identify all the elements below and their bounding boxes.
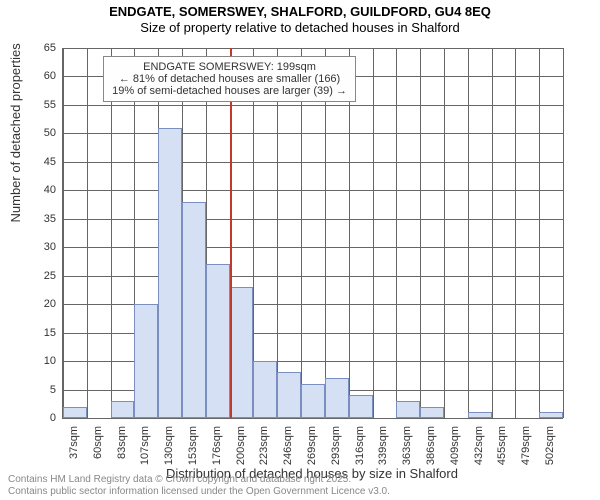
gridline-v — [396, 48, 397, 418]
x-tick-label: 107sqm — [139, 426, 151, 465]
footer-line-2: Contains public sector information licen… — [8, 486, 390, 498]
reference-line — [230, 48, 232, 418]
histogram-bar — [158, 128, 182, 418]
x-tick-label: 60sqm — [92, 426, 104, 459]
y-tick-label: 65 — [0, 42, 56, 54]
histogram-bar — [539, 412, 563, 418]
x-tick-label: 432sqm — [473, 426, 485, 465]
footer-line-1: Contains HM Land Registry data © Crown c… — [8, 474, 390, 486]
x-tick-label: 386sqm — [425, 426, 437, 465]
gridline-h — [63, 219, 563, 220]
gridline-v — [563, 48, 564, 418]
x-tick-label: 363sqm — [401, 426, 413, 465]
gridline-v — [420, 48, 421, 418]
gridline-v — [63, 48, 64, 418]
histogram-bar — [206, 264, 230, 418]
histogram-bar — [396, 401, 420, 418]
annot-line-2: ← 81% of detached houses are smaller (16… — [112, 73, 347, 85]
y-tick-label: 15 — [0, 327, 56, 339]
x-tick-label: 83sqm — [116, 426, 128, 459]
gridline-v — [325, 48, 326, 418]
x-tick-label: 37sqm — [68, 426, 80, 459]
histogram-bar — [230, 287, 254, 418]
y-tick-label: 35 — [0, 213, 56, 225]
title-line-1: ENDGATE, SOMERSWEY, SHALFORD, GUILDFORD,… — [0, 4, 600, 20]
gridline-v — [301, 48, 302, 418]
annot-line-1: ENDGATE SOMERSWEY: 199sqm — [112, 61, 347, 73]
title-line-2: Size of property relative to detached ho… — [0, 20, 600, 36]
plot-area: ENDGATE SOMERSWEY: 199sqm ← 81% of detac… — [62, 48, 563, 419]
annot-line-3: 19% of semi-detached houses are larger (… — [112, 85, 347, 97]
gridline-h — [63, 105, 563, 106]
x-tick-label: 479sqm — [520, 426, 532, 465]
histogram-bar — [349, 395, 373, 418]
histogram-bar — [134, 304, 158, 418]
y-tick-label: 5 — [0, 384, 56, 396]
gridline-h — [63, 48, 563, 49]
x-tick-label: 130sqm — [163, 426, 175, 465]
gridline-v — [349, 48, 350, 418]
histogram-bar — [420, 407, 444, 418]
x-tick-label: 293sqm — [330, 426, 342, 465]
footer: Contains HM Land Registry data © Crown c… — [8, 474, 390, 498]
histogram-bar — [182, 202, 206, 418]
gridline-v — [492, 48, 493, 418]
annotation-box: ENDGATE SOMERSWEY: 199sqm ← 81% of detac… — [103, 56, 356, 102]
histogram-bar — [111, 401, 135, 418]
histogram-bar — [277, 372, 301, 418]
gridline-h — [63, 247, 563, 248]
gridline-h — [63, 190, 563, 191]
gridline-v — [444, 48, 445, 418]
gridline-v — [515, 48, 516, 418]
x-tick-label: 200sqm — [235, 426, 247, 465]
x-tick-label: 339sqm — [377, 426, 389, 465]
x-tick-label: 153sqm — [187, 426, 199, 465]
gridline-v — [111, 48, 112, 418]
y-tick-label: 45 — [0, 156, 56, 168]
x-tick-label: 176sqm — [211, 426, 223, 465]
histogram-bar — [468, 412, 492, 418]
gridline-v — [468, 48, 469, 418]
y-tick-label: 55 — [0, 99, 56, 111]
x-tick-label: 269sqm — [306, 426, 318, 465]
y-tick-label: 30 — [0, 241, 56, 253]
gridline-v — [87, 48, 88, 418]
y-tick-label: 50 — [0, 127, 56, 139]
y-tick-label: 10 — [0, 355, 56, 367]
histogram-bar — [63, 407, 87, 418]
y-tick-label: 40 — [0, 184, 56, 196]
histogram-bar — [253, 361, 277, 418]
gridline-h — [63, 133, 563, 134]
gridline-v — [277, 48, 278, 418]
gridline-h — [63, 418, 563, 419]
histogram-bar — [325, 378, 349, 418]
x-tick-label: 316sqm — [354, 426, 366, 465]
x-tick-label: 409sqm — [449, 426, 461, 465]
x-tick-label: 223sqm — [258, 426, 270, 465]
gridline-h — [63, 276, 563, 277]
gridline-h — [63, 162, 563, 163]
y-tick-label: 25 — [0, 270, 56, 282]
y-tick-label: 0 — [0, 412, 56, 424]
property-size-histogram: ENDGATE, SOMERSWEY, SHALFORD, GUILDFORD,… — [0, 0, 600, 500]
y-tick-label: 20 — [0, 298, 56, 310]
chart-title: ENDGATE, SOMERSWEY, SHALFORD, GUILDFORD,… — [0, 4, 600, 37]
x-tick-label: 455sqm — [496, 426, 508, 465]
histogram-bar — [301, 384, 325, 418]
gridline-v — [373, 48, 374, 418]
gridline-v — [539, 48, 540, 418]
x-tick-label: 502sqm — [544, 426, 556, 465]
x-tick-label: 246sqm — [282, 426, 294, 465]
y-tick-label: 60 — [0, 70, 56, 82]
